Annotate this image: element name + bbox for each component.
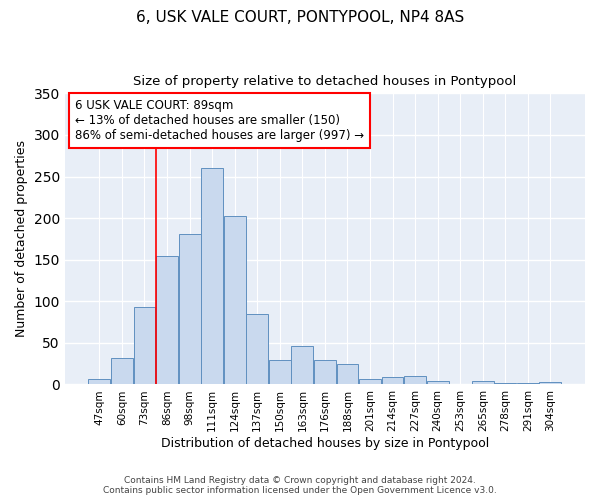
Bar — [472, 381, 494, 384]
X-axis label: Distribution of detached houses by size in Pontypool: Distribution of detached houses by size … — [161, 437, 489, 450]
Bar — [224, 216, 245, 384]
Bar — [337, 364, 358, 384]
Bar — [292, 346, 313, 385]
Title: Size of property relative to detached houses in Pontypool: Size of property relative to detached ho… — [133, 75, 517, 88]
Bar — [134, 307, 155, 384]
Bar — [539, 382, 562, 384]
Y-axis label: Number of detached properties: Number of detached properties — [15, 140, 28, 338]
Bar — [427, 381, 449, 384]
Text: 6, USK VALE COURT, PONTYPOOL, NP4 8AS: 6, USK VALE COURT, PONTYPOOL, NP4 8AS — [136, 10, 464, 25]
Bar — [314, 360, 336, 384]
Bar — [201, 168, 223, 384]
Bar — [269, 360, 291, 384]
Bar — [359, 380, 381, 384]
Text: Contains HM Land Registry data © Crown copyright and database right 2024.
Contai: Contains HM Land Registry data © Crown c… — [103, 476, 497, 495]
Bar — [404, 376, 426, 384]
Bar — [247, 314, 268, 384]
Bar — [156, 256, 178, 384]
Bar — [111, 358, 133, 384]
Bar — [179, 234, 200, 384]
Bar — [494, 383, 516, 384]
Bar — [517, 383, 539, 384]
Bar — [88, 380, 110, 384]
Bar — [382, 377, 403, 384]
Text: 6 USK VALE COURT: 89sqm
← 13% of detached houses are smaller (150)
86% of semi-d: 6 USK VALE COURT: 89sqm ← 13% of detache… — [75, 99, 364, 142]
